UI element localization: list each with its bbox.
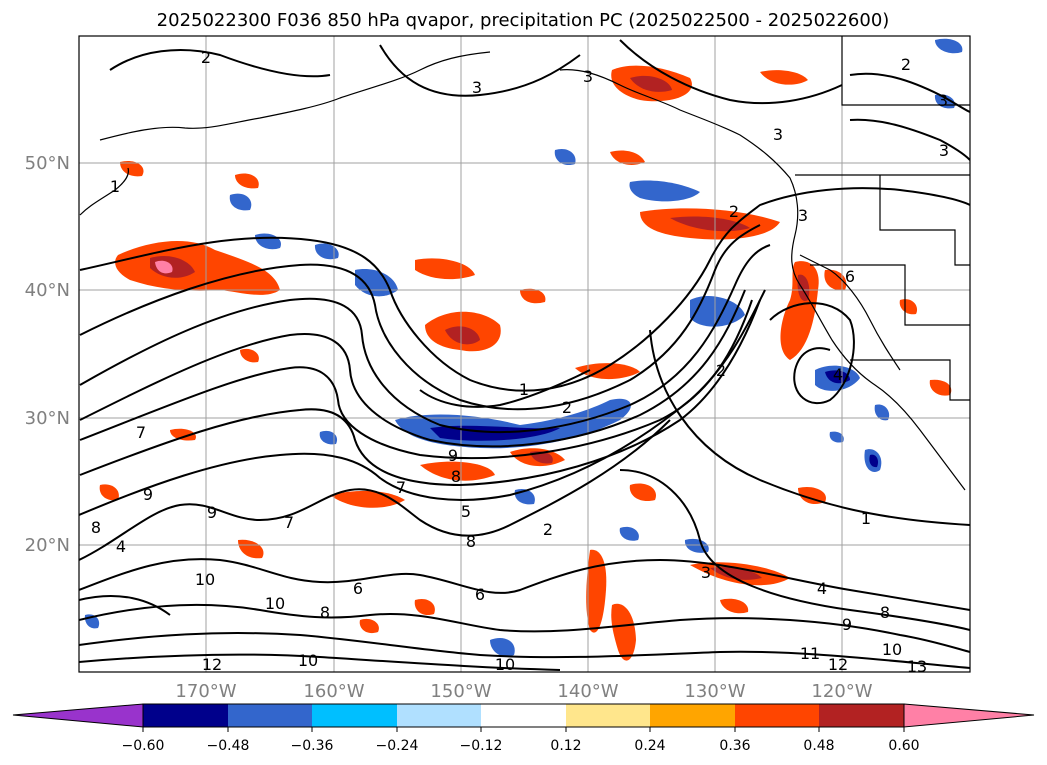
colorbar-tick-label: −0.48 xyxy=(207,738,250,754)
contour-label: 3 xyxy=(938,91,948,110)
colorbar-frame xyxy=(142,703,905,728)
contour-label: 1 xyxy=(861,509,871,528)
contour-label: 10 xyxy=(195,570,215,589)
lon-label: 170°W xyxy=(175,681,236,702)
precip-positive xyxy=(99,65,952,661)
contour-label: 2 xyxy=(201,48,211,67)
lat-label: 30°N xyxy=(25,408,70,429)
colorbar-tick-label: −0.12 xyxy=(460,738,503,754)
contour-label: 4 xyxy=(817,579,827,598)
contour-label: 10 xyxy=(265,594,285,613)
lat-label: 50°N xyxy=(25,153,70,174)
colorbar-segment xyxy=(397,704,481,727)
contour-label: 7 xyxy=(284,513,294,532)
contour-label: 9 xyxy=(842,615,852,634)
contour-label: 8 xyxy=(466,532,476,551)
contour-label: 3 xyxy=(773,125,783,144)
contour-label: 8 xyxy=(451,467,461,486)
lon-label: 160°W xyxy=(303,681,364,702)
precip-fill-layer xyxy=(84,38,963,661)
lon-label: 120°W xyxy=(811,681,872,702)
contour-label: 2 xyxy=(716,361,726,380)
contour-label: 7 xyxy=(136,423,146,442)
colorbar-segment xyxy=(312,704,397,727)
colorbar-tick-labels: −0.60 −0.48 −0.36 −0.24 −0.12 0.12 0.24 … xyxy=(122,738,920,754)
contour-label: 2 xyxy=(543,520,553,539)
colorbar-segment xyxy=(228,704,312,727)
contour-label: 3 xyxy=(701,563,711,582)
contour-label: 12 xyxy=(202,655,222,674)
colorbar-tick-label: 0.48 xyxy=(803,738,834,754)
map-panel: 2 3 3 2 3 3 3 2 3 1 2 2 1 7 8 4 9 9 8 9 xyxy=(25,35,971,702)
lon-label: 130°W xyxy=(684,681,745,702)
colorbar-tick-label: −0.60 xyxy=(122,738,165,754)
contour-label: 8 xyxy=(91,518,101,537)
contour-label: 11 xyxy=(800,644,820,663)
qvapor-contours xyxy=(79,39,970,671)
colorbar-tick-label: −0.24 xyxy=(376,738,419,754)
colorbar-tick-label: 0.36 xyxy=(719,738,750,754)
contour-label: 6 xyxy=(353,579,363,598)
lon-label: 140°W xyxy=(557,681,618,702)
colorbar-segment xyxy=(143,704,228,727)
contour-label: 5 xyxy=(461,502,471,521)
contour-label: 4 xyxy=(833,365,843,384)
contour-label: 9 xyxy=(207,503,217,522)
gridlines xyxy=(79,36,970,672)
contour-label: 7 xyxy=(396,478,406,497)
colorbar-tick-label: 0.12 xyxy=(550,738,581,754)
lon-label: 150°W xyxy=(430,681,491,702)
contour-label: 9 xyxy=(448,446,458,465)
map-frame xyxy=(78,35,971,673)
contour-label: 8 xyxy=(320,603,330,622)
coastlines xyxy=(79,36,970,491)
contour-label: 13 xyxy=(907,657,927,676)
contour-label: 4 xyxy=(116,537,126,556)
contour-label: 3 xyxy=(583,67,593,86)
colorbar-segment xyxy=(650,704,735,727)
contour-label: 3 xyxy=(939,141,949,160)
contour-label: 2 xyxy=(562,398,572,417)
lat-label: 20°N xyxy=(25,535,70,556)
contour-label: 3 xyxy=(798,206,808,225)
contour-label: 1 xyxy=(110,177,120,196)
contour-labels: 2 3 3 2 3 3 3 2 3 1 2 2 1 7 8 4 9 9 8 9 xyxy=(91,48,949,676)
contour-label: 10 xyxy=(495,655,515,674)
colorbar-tick-label: 0.60 xyxy=(888,738,919,754)
latitude-labels: 50°N 40°N 30°N 20°N xyxy=(25,153,70,556)
figure-title: 2025022300 F036 850 hPa qvapor, precipit… xyxy=(157,10,890,31)
contour-label: 2 xyxy=(729,202,739,221)
contour-label: 10 xyxy=(298,651,318,670)
colorbar: −0.60 −0.48 −0.36 −0.24 −0.12 0.12 0.24 … xyxy=(12,703,1035,754)
contour-label: 10 xyxy=(882,640,902,659)
colorbar-extend-high xyxy=(903,703,1035,728)
contour-label: 6 xyxy=(475,585,485,604)
longitude-labels: 170°W 160°W 150°W 140°W 130°W 120°W xyxy=(175,681,872,702)
contour-label: 1 xyxy=(519,380,529,399)
contour-label: 8 xyxy=(880,603,890,622)
colorbar-extend-low xyxy=(12,703,144,728)
colorbar-segment xyxy=(735,704,819,727)
contour-label: 6 xyxy=(845,267,855,286)
contour-label: 3 xyxy=(472,78,482,97)
colorbar-segment xyxy=(481,704,566,727)
colorbar-tick-label: −0.36 xyxy=(291,738,334,754)
colorbar-segment xyxy=(566,704,650,727)
lat-label: 40°N xyxy=(25,280,70,301)
map-background xyxy=(79,36,970,672)
contour-label: 12 xyxy=(828,655,848,674)
contour-label: 2 xyxy=(901,55,911,74)
contour-label: 9 xyxy=(143,485,153,504)
colorbar-segment xyxy=(819,704,904,727)
colorbar-tick-label: 0.24 xyxy=(634,738,665,754)
